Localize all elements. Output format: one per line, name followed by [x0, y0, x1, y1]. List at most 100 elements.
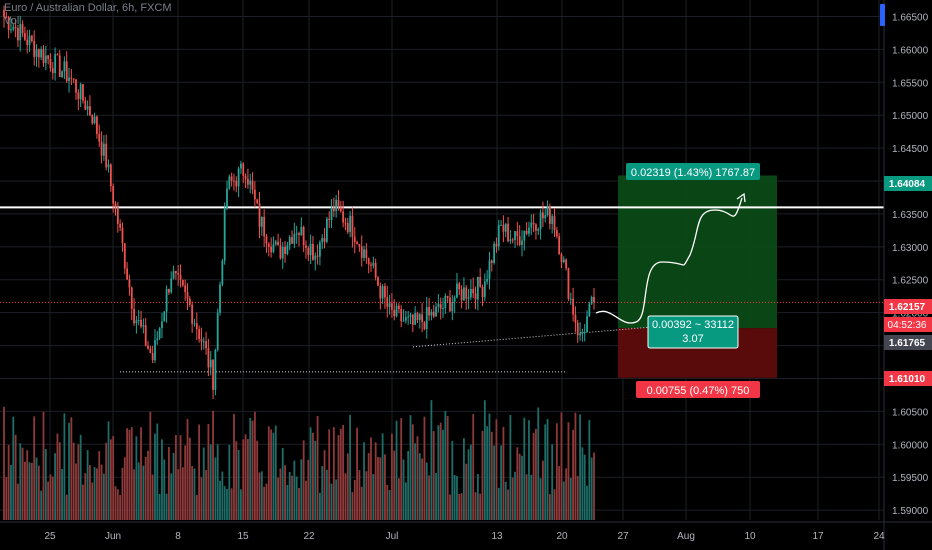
candle-body: [363, 249, 365, 258]
candle-body: [188, 298, 191, 305]
volume-bar: [12, 416, 15, 520]
volume-bar: [488, 413, 491, 520]
candle-body: [458, 283, 461, 290]
volume-bar: [518, 453, 521, 520]
volume-bar: [10, 465, 12, 520]
price-axis[interactable]: 1.66500 1.66000 1.65500 1.65000 1.64500 1.640…: [883, 0, 929, 550]
volume-bar: [432, 431, 435, 520]
candle-body: [421, 314, 424, 322]
volume-bar: [367, 453, 370, 520]
price-tick-label: 1.64500: [892, 144, 929, 155]
candle-body: [3, 10, 5, 17]
candle-body: [502, 224, 505, 232]
candle-body: [230, 176, 233, 181]
candle-body: [479, 276, 482, 287]
price-levels: [0, 206, 884, 373]
candle-body: [360, 246, 363, 258]
candle-body: [430, 311, 433, 316]
candle-body: [546, 206, 549, 216]
candle-body: [226, 188, 228, 209]
candle-body: [142, 325, 145, 327]
volume-bar: [321, 466, 324, 520]
candle-body: [302, 226, 305, 246]
volume-bar: [151, 474, 154, 520]
candle-body: [158, 328, 161, 339]
scroll-to-realtime-button[interactable]: [880, 4, 885, 26]
volume-bar: [17, 483, 19, 520]
candle-body: [84, 100, 87, 110]
candle-body: [349, 215, 352, 232]
candle-body: [14, 27, 17, 29]
volume-bar: [572, 429, 574, 520]
volume-bar: [365, 471, 368, 520]
volume-bar: [507, 489, 509, 520]
volume-bar: [525, 474, 528, 520]
candle-body: [321, 238, 324, 243]
volume-bar: [26, 450, 29, 520]
candle-body: [33, 41, 36, 57]
volume-bar: [328, 429, 331, 520]
volume-bar: [226, 489, 228, 520]
current-price-text: 1.62157: [889, 302, 926, 313]
volume-bar: [144, 456, 147, 520]
candle-body: [58, 55, 61, 77]
candle-body: [337, 199, 340, 208]
candle-body: [544, 215, 547, 219]
candle-body: [137, 319, 140, 321]
candle-body: [469, 288, 472, 298]
candle-body: [300, 226, 303, 236]
candle-body: [286, 245, 289, 254]
time-axis[interactable]: 25 Jun 8 15 22 Jul 13 20 27 Aug 10 17 24: [0, 521, 932, 542]
volume-bar: [279, 468, 282, 520]
volume-bar: [223, 486, 226, 520]
volume-bar: [530, 474, 533, 520]
projection-path: [595, 197, 743, 324]
volume-bar: [240, 489, 242, 520]
time-tick-label: 20: [556, 531, 568, 542]
price-tick-label: 1.59000: [892, 506, 929, 517]
volume-bar: [463, 438, 465, 520]
volume-bar: [233, 413, 235, 520]
candle-body: [151, 353, 154, 361]
candle-body: [453, 297, 456, 302]
target-label-text: 0.02319 (1.43%) 1767.87: [631, 167, 755, 179]
volume-bar: [242, 439, 245, 520]
volume-bar: [305, 480, 307, 520]
candle-body: [37, 49, 40, 58]
volume-bar: [270, 429, 273, 520]
candle-body: [274, 241, 277, 245]
volume-bars: [3, 400, 595, 520]
candle-body: [24, 33, 26, 40]
volume-bar: [337, 435, 340, 520]
candle-body: [284, 246, 286, 254]
candle-body: [200, 339, 203, 342]
candle-body: [202, 341, 205, 343]
volume-bar: [497, 487, 500, 520]
volume-bar: [198, 424, 201, 520]
volume-bar: [502, 426, 505, 520]
volume-bar: [140, 427, 142, 520]
volume-bar: [65, 494, 68, 520]
volume-bar: [161, 439, 163, 520]
volume-bar: [168, 446, 170, 520]
candle-body: [70, 77, 73, 79]
volume-bar: [583, 454, 586, 520]
volume-bar: [316, 416, 319, 520]
price-tick-label: 1.60000: [892, 440, 929, 451]
candle-body: [144, 325, 147, 346]
volume-bar: [342, 425, 345, 520]
candle-body: [109, 164, 112, 187]
candle-body: [198, 329, 201, 340]
candle-body: [423, 321, 426, 330]
candle-body: [332, 207, 335, 212]
candle-body: [140, 319, 142, 327]
volume-bar: [147, 450, 149, 520]
volume-bar: [474, 492, 477, 520]
candle-body: [328, 218, 331, 220]
volume-bar: [100, 464, 103, 520]
volume-bar: [212, 410, 214, 520]
volume-bar: [47, 481, 50, 520]
entry-price-text: 1.61765: [889, 338, 926, 349]
stop-label-box: [636, 381, 760, 398]
